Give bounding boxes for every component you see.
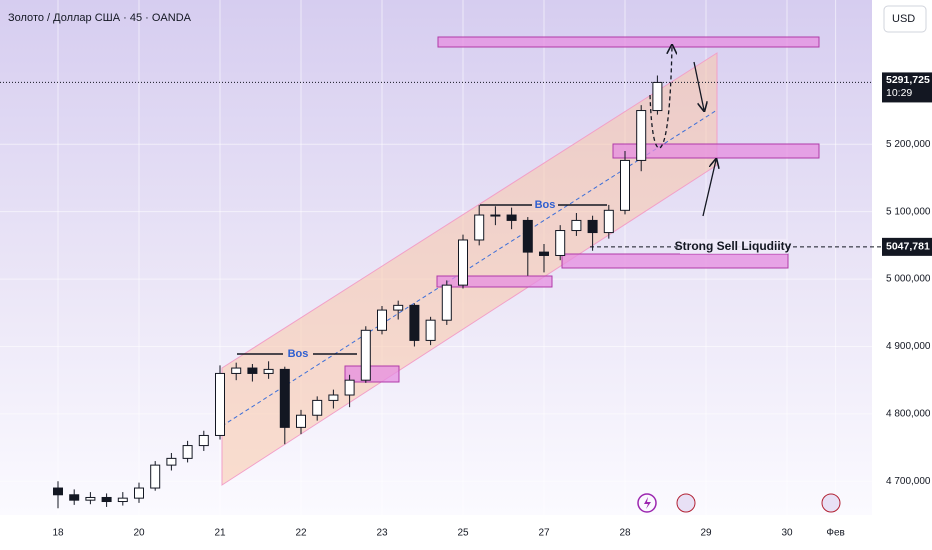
level-tag [882,237,932,256]
candle-body [312,399,323,416]
x-tick-label: 29 [700,528,712,539]
level-annotation: Strong Sell Liqudiity [675,239,792,253]
x-tick-label: Фев [826,528,844,539]
y-tick-label: 5 100,000 [886,206,931,217]
x-tick-label: 25 [457,528,469,539]
event-icon[interactable] [637,493,657,513]
countdown-label: 10:29 [886,87,912,99]
candle-body [182,445,193,459]
x-tick-label: 27 [538,528,550,539]
candle-body [587,219,598,234]
candle-body [377,309,387,331]
candle-body [425,319,436,341]
bos-label: Bos [535,199,556,211]
candle-body [247,367,258,374]
candle-body [296,414,306,428]
event-icon[interactable] [821,493,841,513]
x-tick-label: 20 [133,528,145,539]
currency-label[interactable]: USD [892,13,915,25]
candle-body [360,329,371,381]
candle-body [279,368,290,428]
x-tick-label: 23 [376,528,388,539]
event-icon[interactable] [676,493,696,513]
x-tick-label: 18 [52,528,64,539]
candle-body [620,159,630,211]
candle-body [344,379,355,396]
candle-body [263,368,274,374]
candle-body [490,214,501,217]
currency-button[interactable] [883,5,927,33]
x-tick-label: 21 [214,528,226,539]
candle-body [85,496,96,501]
candles [53,75,663,509]
y-tick-label: 5 000,000 [886,274,931,285]
x-tick-label: 30 [781,528,793,539]
candle-body [117,497,128,503]
candle-body [328,394,339,401]
zone [561,253,789,269]
arrow [702,160,716,217]
zone [436,275,553,288]
candle-body [506,214,517,221]
x-tick-label: 22 [295,528,307,539]
candle-body [603,209,614,234]
candle-body [69,494,80,501]
last-price-tag [882,72,932,103]
zone [344,365,400,383]
arrow [693,61,704,110]
candle-body [458,239,468,286]
symbol-title: Золото / Доллар США · 45 · OANDA [8,12,192,24]
candle-body [198,434,209,447]
candle-body [474,214,485,241]
candle-body [166,457,177,466]
candle-body [53,487,63,496]
candle-body [555,230,566,256]
y-tick-label: 4 800,000 [886,409,931,420]
candle-body [231,367,242,374]
bos-label: Bos [288,348,309,360]
last-price-label: 5291,725 [886,74,930,86]
time-axis [0,515,872,550]
event-icon-glyph [644,497,651,509]
candle-body [571,219,582,232]
candle-body [409,304,420,341]
y-tick-label: 5 200,000 [886,139,931,150]
y-tick-label: 4 700,000 [886,476,931,487]
zone [437,36,820,48]
candle-body [539,251,549,256]
x-tick-label: 28 [619,528,631,539]
candle-body [652,81,663,112]
candle-body [636,110,647,161]
candle-body [441,284,452,321]
candle-body [101,496,112,503]
candle-body [215,372,225,436]
projection-arrow [649,46,672,149]
candle-body [134,487,144,499]
candle-body [522,219,533,253]
level-tag-bg [680,238,788,254]
y-tick-label: 4 900,000 [886,341,931,352]
candle-body [393,304,404,311]
candle-body [150,464,161,489]
level-label: 5047,781 [886,241,930,253]
